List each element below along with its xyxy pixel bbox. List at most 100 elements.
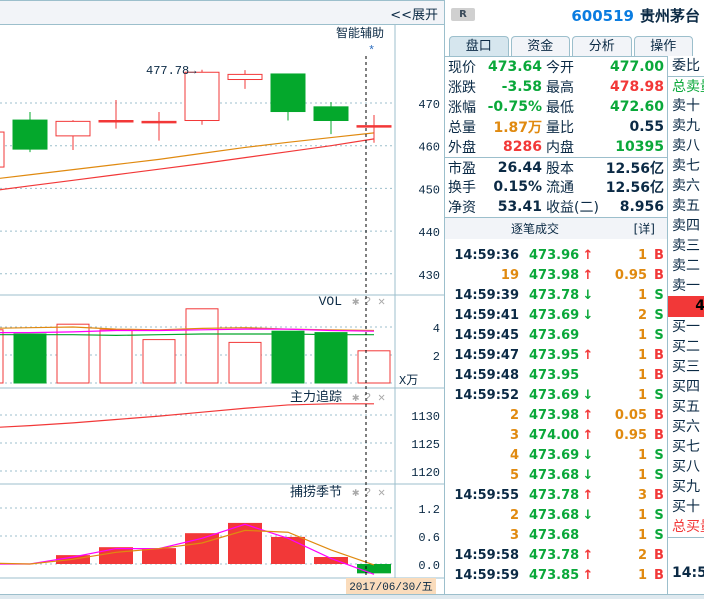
volume-bar [13, 333, 47, 384]
quote-value: 472.60 [609, 99, 664, 115]
close-icon[interactable]: ✕ [378, 391, 385, 405]
buy-level-label: 买五 [672, 399, 700, 415]
trade-side: B [654, 427, 664, 443]
tab-analysis[interactable]: 分析 [572, 36, 632, 56]
buy-level-label: 买十 [672, 499, 700, 515]
help-icon[interactable]: ? [364, 486, 371, 500]
trade-price: 473.98 [529, 267, 580, 283]
quote-label: 内盘 [546, 140, 574, 156]
trade-row: 4 473.69 ↓ 1 S [445, 445, 667, 465]
buy-level-label: 买七 [672, 439, 700, 455]
trade-row: 19 473.98 ↑ 0.95 B [445, 265, 667, 285]
assist-label[interactable]: 智能辅助 [336, 25, 384, 41]
fishing-bar [357, 564, 391, 574]
volume-bar [185, 308, 219, 384]
y-tick-label: 470 [418, 98, 440, 112]
volume-bar [56, 323, 90, 384]
trade-row: 5 473.68 ↓ 1 S [445, 465, 667, 485]
quote-label: 涨跌 [448, 80, 476, 96]
fishing-bar [314, 556, 348, 564]
quote-value: 10395 [615, 139, 664, 155]
y-tick-label: 430 [418, 269, 440, 283]
stock-name: 贵州茅台 [639, 7, 700, 25]
trade-time: 5 [509, 467, 519, 483]
candle-body [98, 120, 134, 123]
trade-qty: 1 [637, 567, 647, 583]
quote-label: 今开 [546, 60, 574, 76]
quote-label: 股本 [546, 160, 574, 177]
gear-icon[interactable]: ✱ [352, 295, 359, 309]
trade-row: 14:59:48 473.95 1 B [445, 365, 667, 385]
trade-row: 14:59:59 473.85 ↑ 1 B [445, 565, 667, 585]
sell-level-label: 卖二 [672, 258, 700, 274]
quote-label: 总量 [448, 120, 476, 136]
volume-bar [0, 329, 4, 384]
trade-row: 2 473.98 ↑ 0.05 B [445, 405, 667, 425]
gear-icon[interactable]: ✱ [352, 391, 359, 405]
r-badge[interactable]: R [451, 8, 475, 21]
arrow-up-icon: ↑ [582, 267, 594, 283]
trade-qty: 1 [637, 507, 647, 523]
trade-side: B [654, 567, 664, 583]
kline-chart-area[interactable]: 470 460 450 440 430 477.78→ 智能辅助 * 4 2 VOL ✱? ✕ X万 113… [0, 25, 444, 595]
quote-value: 0.55 [629, 119, 664, 135]
quote-row: 现价 473.64 今开 477.00 [445, 57, 667, 77]
chart-toolbar: <<展开 [0, 0, 444, 25]
buy-level-label: 买六 [672, 419, 700, 435]
trade-time: 14:59:52 [454, 387, 519, 403]
tab-pankou[interactable]: 盘口 [449, 36, 509, 56]
quote-value: -3.58 [501, 79, 542, 95]
candle-body [184, 71, 220, 122]
trade-time: 4 [509, 447, 519, 463]
stock-title: 600519 贵州茅台 [571, 5, 700, 26]
trade-qty: 2 [637, 547, 647, 563]
tab-funds[interactable]: 资金 [510, 36, 570, 56]
trade-side: S [654, 307, 664, 323]
sell-level-label: 卖九 [672, 118, 700, 134]
trade-time: 2 [509, 507, 519, 523]
close-icon[interactable]: ✕ [378, 295, 385, 309]
date-label-box [346, 578, 436, 594]
trade-qty: 1 [637, 347, 647, 363]
trade-qty: 1 [637, 387, 647, 403]
arrow-up-icon: ↑ [582, 247, 594, 263]
quote-label: 换手 [448, 180, 476, 196]
expand-button[interactable]: <<展开 [390, 8, 438, 23]
tab-operate[interactable]: 操作 [633, 36, 693, 56]
trade-price: 473.69 [529, 307, 580, 323]
trade-time: 14:59:48 [454, 367, 519, 383]
trade-side: S [654, 527, 664, 543]
candle-body [141, 120, 177, 124]
gear-icon[interactable]: ✱ [352, 486, 359, 500]
trade-side: S [654, 287, 664, 303]
trades-detail-link[interactable]: [详] [633, 222, 655, 236]
quote-row: 外盘 8286 内盘 10395 [445, 137, 667, 157]
trade-side: B [654, 247, 664, 263]
trade-time: 3 [509, 427, 519, 443]
bottom-tabs [0, 594, 704, 599]
trade-time: 14:59:58 [454, 547, 519, 563]
candle-body [227, 73, 263, 81]
trade-time: 14:59:55 [454, 487, 519, 503]
quote-value: 477.00 [609, 59, 664, 75]
quote-label: 涨幅 [448, 100, 476, 116]
arrow-up-icon: ↑ [582, 347, 594, 363]
trade-time: 19 [500, 267, 519, 283]
close-icon[interactable]: ✕ [378, 486, 385, 500]
help-icon[interactable]: ? [364, 295, 371, 309]
quote-label: 市盈 [448, 160, 476, 177]
trade-price: 473.68 [529, 507, 580, 523]
trade-row: 14:59:39 473.78 ↓ 1 S [445, 285, 667, 305]
help-icon[interactable]: ? [364, 391, 371, 405]
trade-row: 2 473.68 ↓ 1 S [445, 505, 667, 525]
trade-price: 473.98 [529, 407, 580, 423]
trades-header: 逐笔成交 [详] [445, 217, 667, 239]
quote-row: 市盈 26.44 股本 12.56亿 [445, 157, 667, 177]
star-icon: * [368, 44, 375, 58]
trade-side: B [654, 407, 664, 423]
sell-level-label: 卖一 [672, 278, 700, 294]
current-price-bar: 4 [668, 296, 704, 317]
sell-level-label: 卖五 [672, 198, 700, 214]
quote-value: 1.87万 [493, 120, 542, 136]
sell-level-label: 卖三 [672, 238, 700, 254]
